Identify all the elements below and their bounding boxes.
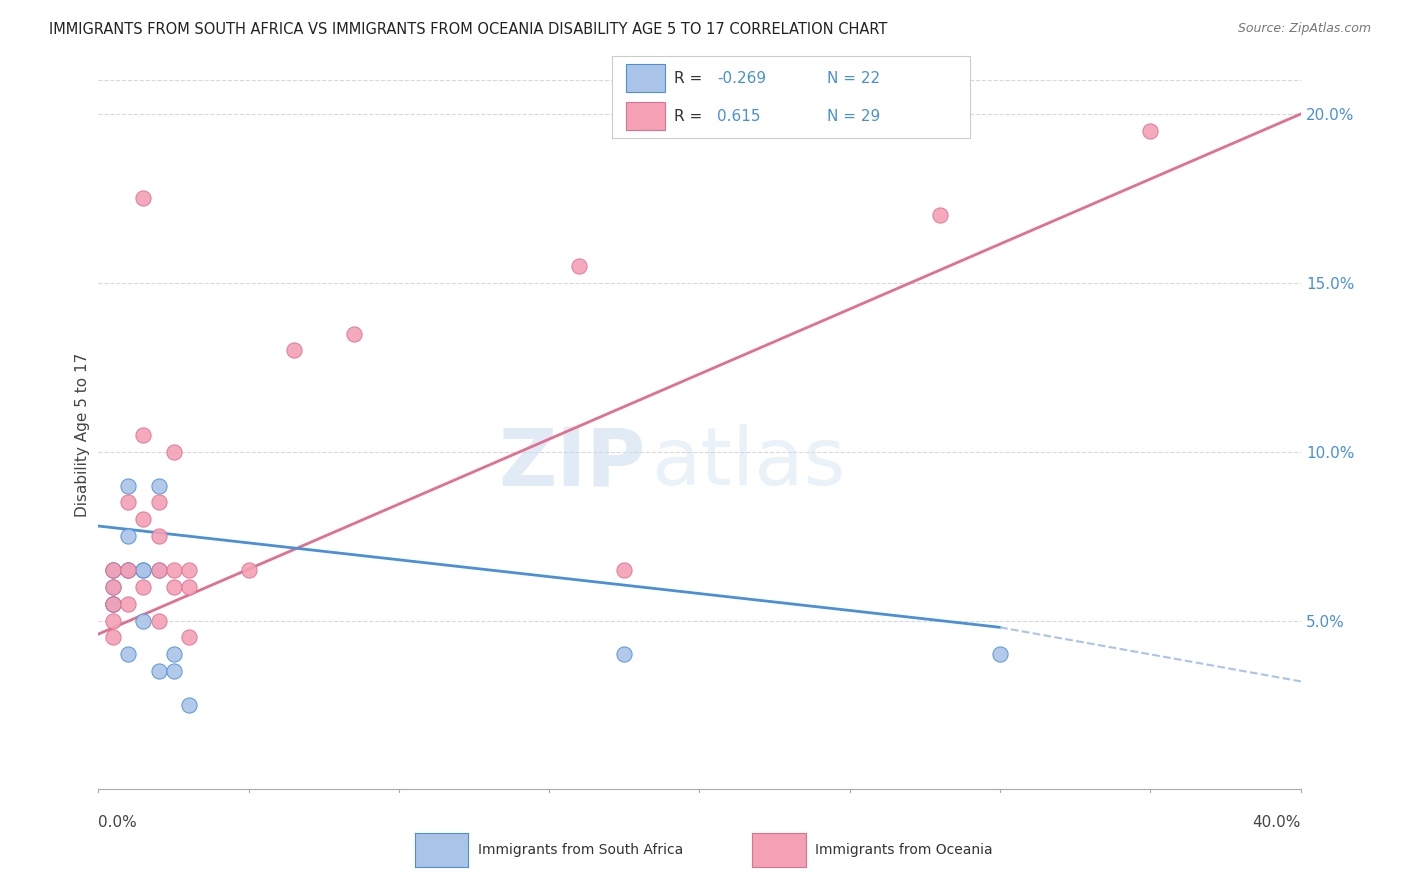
Text: 0.615: 0.615: [717, 109, 761, 124]
Point: [148, 529, 170, 543]
Point: [162, 444, 184, 458]
Point: [132, 563, 155, 577]
Text: R =: R =: [675, 109, 713, 124]
Point: [148, 614, 170, 628]
Text: N = 29: N = 29: [827, 109, 880, 124]
Point: [929, 208, 952, 222]
Point: [103, 580, 125, 594]
Point: [132, 512, 155, 526]
Point: [117, 563, 139, 577]
Text: R =: R =: [675, 70, 707, 86]
Text: Immigrants from Oceania: Immigrants from Oceania: [815, 843, 993, 857]
Point: [613, 648, 636, 662]
Point: [117, 495, 139, 509]
Point: [283, 343, 305, 358]
Point: [103, 563, 125, 577]
Point: [162, 664, 184, 679]
FancyBboxPatch shape: [626, 103, 665, 130]
Point: [132, 192, 155, 206]
Text: Source: ZipAtlas.com: Source: ZipAtlas.com: [1237, 22, 1371, 36]
Point: [162, 563, 184, 577]
Point: [148, 664, 170, 679]
Point: [148, 495, 170, 509]
Point: [132, 563, 155, 577]
Point: [103, 597, 125, 611]
Text: 40.0%: 40.0%: [1253, 815, 1301, 830]
Point: [177, 563, 200, 577]
Y-axis label: Disability Age 5 to 17: Disability Age 5 to 17: [75, 352, 90, 517]
Point: [117, 529, 139, 543]
Text: 0.0%: 0.0%: [98, 815, 138, 830]
Point: [238, 563, 260, 577]
Text: -0.269: -0.269: [717, 70, 766, 86]
Point: [1139, 124, 1161, 138]
Point: [103, 597, 125, 611]
Point: [988, 648, 1011, 662]
Point: [103, 614, 125, 628]
Point: [177, 580, 200, 594]
Point: [177, 631, 200, 645]
Point: [343, 326, 366, 341]
Point: [132, 614, 155, 628]
Text: atlas: atlas: [651, 425, 846, 502]
Point: [103, 563, 125, 577]
Point: [103, 597, 125, 611]
Point: [103, 631, 125, 645]
Point: [132, 428, 155, 442]
Point: [117, 478, 139, 492]
Point: [162, 648, 184, 662]
Text: Immigrants from South Africa: Immigrants from South Africa: [478, 843, 683, 857]
Point: [103, 563, 125, 577]
Text: IMMIGRANTS FROM SOUTH AFRICA VS IMMIGRANTS FROM OCEANIA DISABILITY AGE 5 TO 17 C: IMMIGRANTS FROM SOUTH AFRICA VS IMMIGRAN…: [49, 22, 887, 37]
Point: [103, 597, 125, 611]
Point: [148, 563, 170, 577]
Point: [177, 698, 200, 712]
Point: [162, 580, 184, 594]
Text: N = 22: N = 22: [827, 70, 880, 86]
Point: [117, 563, 139, 577]
Point: [568, 259, 591, 273]
Point: [148, 478, 170, 492]
FancyBboxPatch shape: [626, 64, 665, 92]
Text: ZIP: ZIP: [498, 425, 645, 502]
Point: [613, 563, 636, 577]
Point: [103, 580, 125, 594]
Point: [117, 648, 139, 662]
Point: [117, 597, 139, 611]
Point: [117, 563, 139, 577]
Point: [148, 563, 170, 577]
Point: [132, 580, 155, 594]
